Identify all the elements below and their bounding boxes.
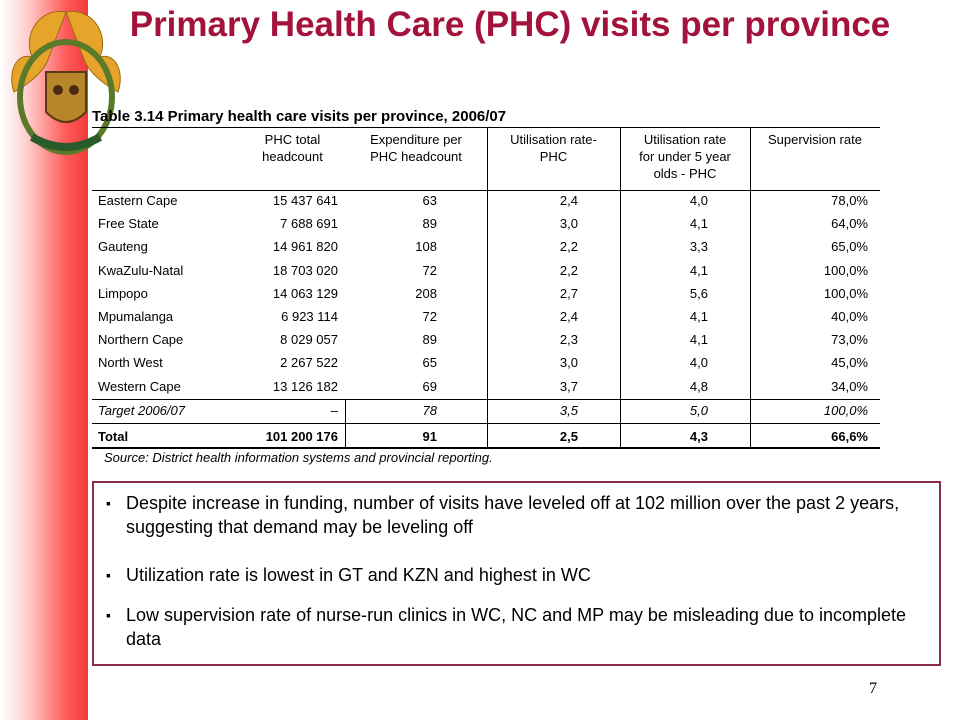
table-cell: 5,0 xyxy=(689,403,708,418)
column-header: Expenditure per PHC headcount xyxy=(370,132,462,164)
table-cell: 3,5 xyxy=(559,403,578,418)
table-cell: North West xyxy=(98,355,163,371)
column-header: PHC total headcount xyxy=(262,132,323,164)
table-cell: 100,0% xyxy=(823,262,868,278)
rule-line xyxy=(92,127,880,128)
table-cell: 15 437 641 xyxy=(272,193,338,208)
table-cell: Target 2006/07 xyxy=(98,403,185,418)
table-caption: Table 3.14 Primary health care visits pe… xyxy=(92,108,507,125)
table-cell: 2,5 xyxy=(559,429,578,444)
table-cell: 8 029 057 xyxy=(280,332,338,348)
bullet-item: Low supervision rate of nurse-run clinic… xyxy=(106,603,926,651)
slide-title: Primary Health Care (PHC) visits per pro… xyxy=(129,5,891,44)
table-cell: 2,4 xyxy=(559,193,578,208)
table-cell: 7 688 691 xyxy=(280,216,338,232)
table-cell: 65,0% xyxy=(831,239,868,255)
table-cell: – xyxy=(330,403,338,418)
table-cell: 108 xyxy=(415,239,437,255)
table-cell: KwaZulu-Natal xyxy=(98,262,184,278)
table-cell: 4,1 xyxy=(689,309,708,324)
rule-line xyxy=(750,127,751,448)
table-cell: 2 267 522 xyxy=(280,355,338,371)
table-cell: 64,0% xyxy=(831,216,868,232)
page-number: 7 xyxy=(869,680,877,697)
table-cell: 89 xyxy=(422,332,437,348)
table-cell: 4,8 xyxy=(689,378,708,394)
table-cell: 66,6% xyxy=(831,429,868,444)
coat-of-arms xyxy=(11,10,121,155)
table-cell: Mpumalanga xyxy=(98,309,174,324)
table-cell: 4,0 xyxy=(689,355,708,371)
table-cell: 69 xyxy=(422,378,437,394)
table-cell: 2,4 xyxy=(559,309,578,324)
table-cell: 4,1 xyxy=(689,216,708,232)
table-cell: Western Cape xyxy=(98,378,181,394)
rule-line xyxy=(487,127,488,448)
table-cell: 73,0% xyxy=(831,332,868,348)
rule-line xyxy=(620,127,621,448)
table-cell: 3,0 xyxy=(559,216,578,232)
table-cell: 78 xyxy=(422,403,437,418)
table-cell: Gauteng xyxy=(98,239,148,255)
table-cell: 13 126 182 xyxy=(272,378,338,394)
rule-line xyxy=(92,190,880,191)
table-cell: 89 xyxy=(422,216,437,232)
table-cell: 2,2 xyxy=(559,239,578,255)
table-cell: 5,6 xyxy=(689,285,708,301)
table-cell: 14 961 820 xyxy=(272,239,338,255)
rule-line xyxy=(92,399,880,400)
table-cell: 2,2 xyxy=(559,262,578,278)
column-header: Utilisation rate for under 5 year olds -… xyxy=(639,132,731,181)
table-cell: 2,7 xyxy=(559,285,578,301)
table-cell: 45,0% xyxy=(831,355,868,371)
table-cell: 4,1 xyxy=(689,332,708,348)
bullet-box: Despite increase in funding, number of v… xyxy=(92,481,941,666)
table-source: Source: District health information syst… xyxy=(104,450,493,465)
bullet-item: Despite increase in funding, number of v… xyxy=(106,491,926,539)
rule-line xyxy=(92,423,880,424)
table-cell: 78,0% xyxy=(831,193,868,208)
table-cell: 72 xyxy=(422,309,437,324)
table-cell: 4,3 xyxy=(689,429,708,444)
rule-line xyxy=(92,447,880,449)
table-cell: 3,0 xyxy=(559,355,578,371)
column-header: Utilisation rate- PHC xyxy=(510,132,597,164)
table-cell: 6 923 114 xyxy=(281,309,338,324)
table-cell: 101 200 176 xyxy=(265,429,338,444)
table-cell: 91 xyxy=(422,429,437,444)
table-cell: 4,1 xyxy=(689,262,708,278)
table-cell: 14 063 129 xyxy=(272,285,338,301)
table-cell: 72 xyxy=(422,262,437,278)
table-cell: 65 xyxy=(422,355,437,371)
table-cell: 3,7 xyxy=(559,378,578,394)
rule-line xyxy=(345,399,346,448)
table-cell: 40,0% xyxy=(831,309,868,324)
table-cell: 3,3 xyxy=(689,239,708,255)
bullet-item: Utilization rate is lowest in GT and KZN… xyxy=(106,563,926,587)
table-cell: 100,0% xyxy=(823,403,868,418)
table-cell: Free State xyxy=(98,216,159,232)
table-cell: Northern Cape xyxy=(98,332,184,348)
table-cell: 4,0 xyxy=(689,193,708,208)
table-cell: Eastern Cape xyxy=(98,193,178,208)
column-header: Supervision rate xyxy=(768,132,862,147)
table-cell: 34,0% xyxy=(831,378,868,394)
table-cell: 208 xyxy=(415,285,437,301)
table-cell: 63 xyxy=(422,193,437,208)
table-cell: 100,0% xyxy=(823,285,868,301)
table-cell: Total xyxy=(98,429,129,444)
table-cell: 2,3 xyxy=(559,332,578,348)
table-cell: 18 703 020 xyxy=(272,262,338,278)
table-cell: Limpopo xyxy=(98,285,148,301)
